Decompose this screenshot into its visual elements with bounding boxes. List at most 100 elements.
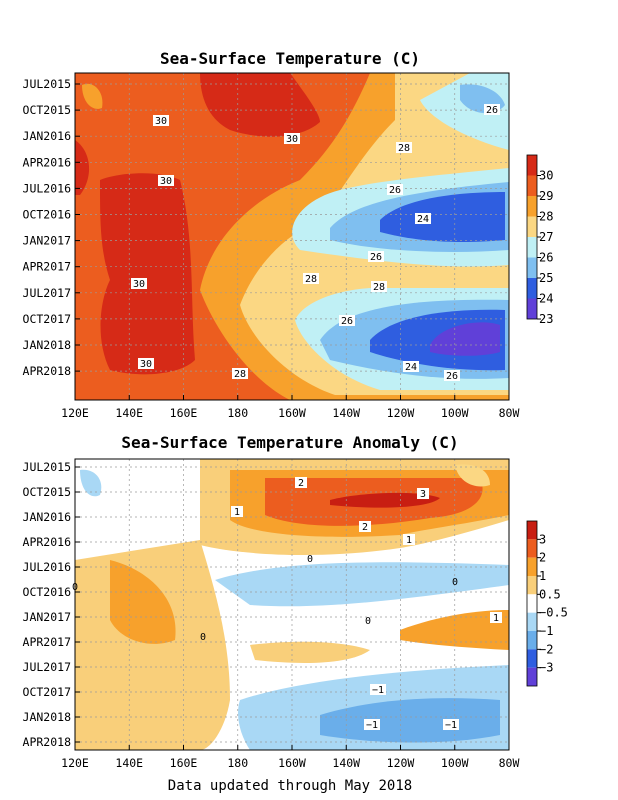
- sst-label-28: 28: [234, 369, 246, 380]
- ssta-x-tick-label: 120E: [61, 756, 89, 770]
- sst-x-tick-label: 120E: [61, 406, 89, 420]
- ssta-x-tick-label: 160W: [278, 756, 306, 770]
- sst-label-24: 24: [405, 362, 417, 373]
- sst-region-30-c: [75, 140, 90, 195]
- sst-colorbar-label: 30: [539, 169, 553, 183]
- sst-colorbar-swatch: [527, 278, 537, 299]
- ssta-colorbar-label: −0.5: [539, 606, 568, 620]
- ssta-y-tick-label: JUL2015: [23, 460, 71, 474]
- ssta-region-0.5-b: [455, 464, 490, 487]
- ssta-x-tick-label: 160E: [170, 756, 198, 770]
- ssta-x-axis: 120E 140E 160E 180 160W 140W 120W 100W 80W: [61, 745, 519, 770]
- ssta-x-tick-label: 140W: [332, 756, 360, 770]
- sst-x-tick-label: 160E: [170, 406, 198, 420]
- ssta-label-neg1: −1: [366, 720, 378, 731]
- sst-label-28: 28: [373, 282, 385, 293]
- sst-y-tick-label: JAN2017: [23, 234, 72, 248]
- ssta-colorbar-label: −1: [539, 624, 553, 638]
- ssta-y-tick-label: JUL2016: [23, 560, 72, 574]
- ssta-colorbar-label: −3: [539, 661, 553, 675]
- sst-label-30: 30: [133, 279, 145, 290]
- ssta-label-neg1: −1: [372, 685, 384, 696]
- sst-y-tick-label: JUL2016: [23, 181, 72, 195]
- sst-x-tick-label: 120W: [387, 406, 415, 420]
- sst-x-tick-label: 80W: [499, 406, 520, 420]
- ssta-label-0: 0: [452, 577, 458, 588]
- sst-y-tick-label: JAN2018: [23, 338, 72, 352]
- sst-colorbar-label: 28: [539, 210, 553, 224]
- sst-label-26: 26: [446, 371, 458, 382]
- sst-x-tick-label: 140W: [332, 406, 360, 420]
- sst-colorbar-swatch: [527, 196, 537, 217]
- sst-label-28: 28: [398, 143, 410, 154]
- sst-y-tick-label: APR2018: [23, 364, 72, 378]
- sst-region-24-a: [380, 192, 505, 243]
- ssta-colorbar-label: 0.5: [539, 587, 561, 601]
- ssta-title: Sea-Surface Temperature Anomaly (C): [121, 433, 458, 452]
- sst-region-23: [430, 322, 500, 356]
- ssta-y-tick-label: APR2016: [23, 535, 72, 549]
- ssta-label-1: 1: [493, 613, 499, 624]
- sst-region-30-a: [100, 173, 195, 375]
- sst-y-tick-label: JAN2016: [23, 129, 72, 143]
- ssta-x-tick-label: 100W: [441, 756, 469, 770]
- sst-colorbar-swatch: [527, 175, 537, 196]
- sst-label-30: 30: [160, 176, 172, 187]
- sst-y-tick-label: APR2016: [23, 155, 72, 169]
- sst-colorbar-label: 26: [539, 251, 553, 265]
- ssta-y-tick-label: JAN2016: [23, 510, 72, 524]
- ssta-label-2: 2: [362, 522, 368, 533]
- sst-x-axis: 120E 140E 160E 180 160W 140W 120W 100W 80W: [61, 395, 519, 420]
- ssta-y-axis: JUL2015 OCT2015 JAN2016 APR2016 JUL2016 OCT20…: [23, 460, 80, 749]
- ssta-y-tick-label: OCT2016: [23, 585, 72, 599]
- ssta-y-tick-label: OCT2017: [23, 685, 72, 699]
- ssta-region-0.5-west: [75, 540, 230, 750]
- ssta-y-tick-label: APR2018: [23, 735, 72, 749]
- sst-label-30: 30: [286, 134, 298, 145]
- ssta-colorbar-swatch: [527, 667, 537, 686]
- ssta-label-1: 1: [234, 507, 240, 518]
- sst-colorbar-label: 27: [539, 230, 553, 244]
- ssta-colorbar-frame: [526, 520, 538, 687]
- ssta-x-tick-label: 180: [227, 756, 248, 770]
- ssta-colorbar-swatch: [527, 631, 537, 650]
- ssta-region-0.5-mid: [250, 641, 370, 663]
- sst-colorbar-label: 29: [539, 189, 553, 203]
- sst-label-26: 26: [486, 105, 498, 116]
- sst-colorbar-swatch: [527, 216, 537, 237]
- sst-label-26: 26: [370, 252, 382, 263]
- ssta-y-tick-label: JUL2017: [23, 660, 72, 674]
- ssta-region-3: [330, 492, 440, 508]
- ssta-colorbar-label: 1: [539, 569, 546, 583]
- ssta-colorbar-swatch: [527, 539, 537, 558]
- sst-x-tick-label: 100W: [441, 406, 469, 420]
- ssta-colorbar-label: 2: [539, 551, 546, 565]
- ssta-y-tick-label: OCT2015: [23, 485, 71, 499]
- ssta-label-0: 0: [72, 582, 78, 593]
- ssta-label-0: 0: [365, 616, 371, 627]
- ssta-y-tick-label: JAN2018: [23, 710, 72, 724]
- sst-colorbar-swatch: [527, 257, 537, 278]
- sst-x-tick-label: 140E: [115, 406, 143, 420]
- sst-y-tick-label: JUL2015: [23, 77, 71, 91]
- sst-colorbar-swatch: [527, 298, 537, 319]
- ssta-colorbar-swatch: [527, 612, 537, 631]
- ssta-y-tick-label: APR2017: [23, 635, 72, 649]
- ssta-colorbar-swatch: [527, 594, 537, 613]
- sst-label-28: 28: [305, 274, 317, 285]
- sst-title: Sea-Surface Temperature (C): [160, 49, 420, 68]
- ssta-x-tick-label: 80W: [499, 756, 520, 770]
- sst-label-26: 26: [341, 316, 353, 327]
- sst-x-tick-label: 160W: [278, 406, 306, 420]
- ssta-label-0: 0: [307, 554, 313, 565]
- sst-colorbar: 30 29 28 27 26 25 24 23: [526, 154, 553, 326]
- sst-y-axis: JUL2015 OCT2015 JAN2016 APR2016 JUL2016 OCT20…: [23, 77, 80, 378]
- sst-label-26: 26: [389, 185, 401, 196]
- sst-y-tick-label: OCT2016: [23, 208, 72, 222]
- ssta-y-tick-label: JAN2017: [23, 610, 72, 624]
- ssta-colorbar-swatch: [527, 521, 537, 540]
- sst-y-tick-label: JUL2017: [23, 286, 72, 300]
- ssta-label-3: 3: [420, 489, 426, 500]
- sst-colorbar-label: 23: [539, 312, 553, 326]
- ssta-colorbar: 3 2 1 0.5 −0.5 −1 −2 −3: [526, 520, 568, 687]
